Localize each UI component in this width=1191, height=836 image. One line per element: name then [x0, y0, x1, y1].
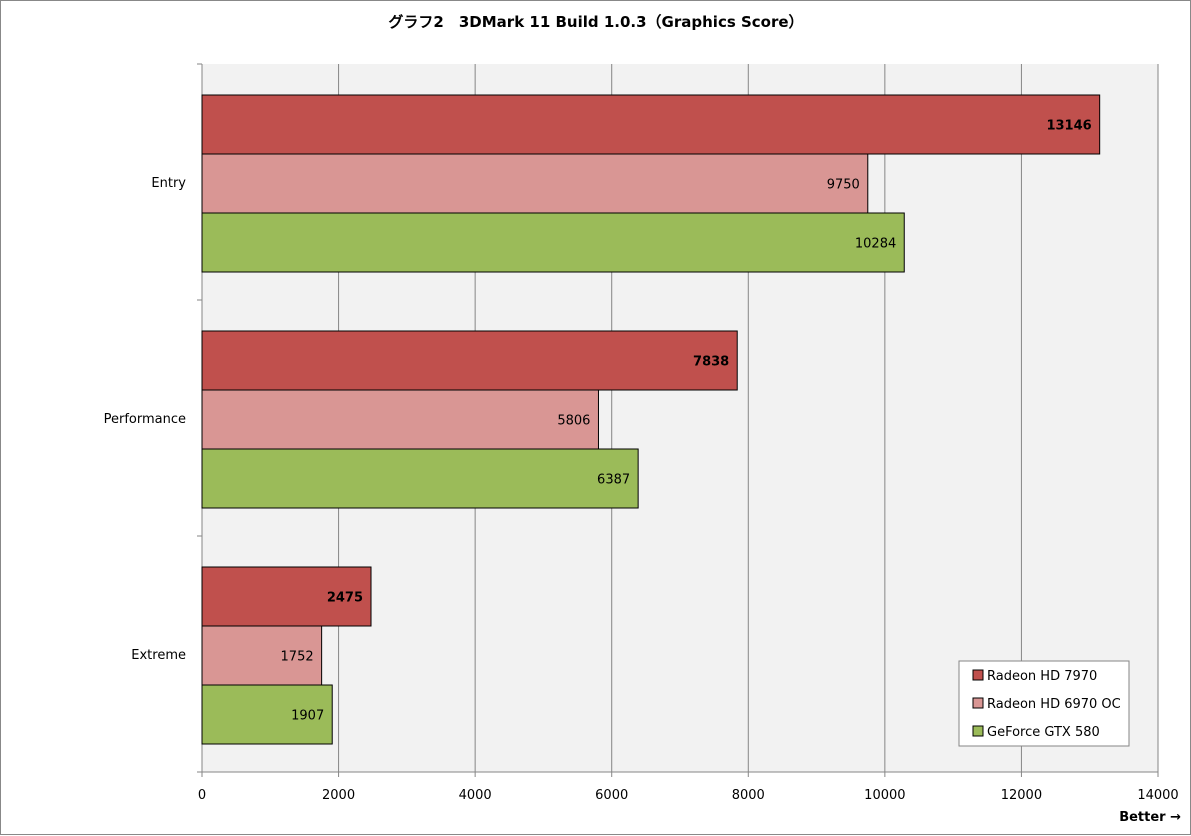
data-label: 9750 [827, 178, 860, 193]
x-axis-label: Better → [1119, 810, 1181, 825]
x-tick-label: 10000 [864, 788, 905, 803]
data-label: 13146 [1046, 119, 1091, 134]
chart-title: グラフ2 3DMark 11 Build 1.0.3（Graphics Scor… [388, 13, 803, 31]
legend-label: Radeon HD 6970 OC [987, 697, 1121, 712]
x-tick-label: 14000 [1137, 788, 1178, 803]
bar [201, 212, 905, 273]
data-label: 5806 [557, 414, 590, 429]
x-tick-label: 2000 [322, 788, 355, 803]
legend-swatch [972, 697, 984, 709]
legend [958, 660, 1130, 747]
y-category-label: Entry [151, 176, 186, 191]
bar [201, 153, 869, 214]
data-label: 10284 [855, 237, 896, 252]
y-category-label: Extreme [131, 648, 186, 663]
x-tick-label: 0 [198, 788, 206, 803]
bar [201, 448, 639, 509]
x-tick-label: 8000 [732, 788, 765, 803]
legend-label: Radeon HD 7970 [987, 669, 1097, 684]
bar [201, 566, 372, 627]
x-tick-label: 4000 [459, 788, 492, 803]
legend-swatch [972, 669, 984, 681]
data-label: 2475 [327, 591, 363, 606]
bar [201, 94, 1101, 155]
y-category-label: Performance [104, 412, 186, 427]
bar [201, 330, 738, 391]
bar [201, 625, 323, 686]
data-label: 1907 [291, 709, 324, 724]
x-tick-label: 12000 [1001, 788, 1042, 803]
bar [201, 684, 333, 745]
data-label: 7838 [693, 355, 729, 370]
legend-label: GeForce GTX 580 [987, 725, 1100, 740]
x-tick-label: 6000 [595, 788, 628, 803]
bar [201, 389, 599, 450]
legend-swatch [972, 725, 984, 737]
data-label: 6387 [597, 473, 630, 488]
data-label: 1752 [281, 650, 314, 665]
